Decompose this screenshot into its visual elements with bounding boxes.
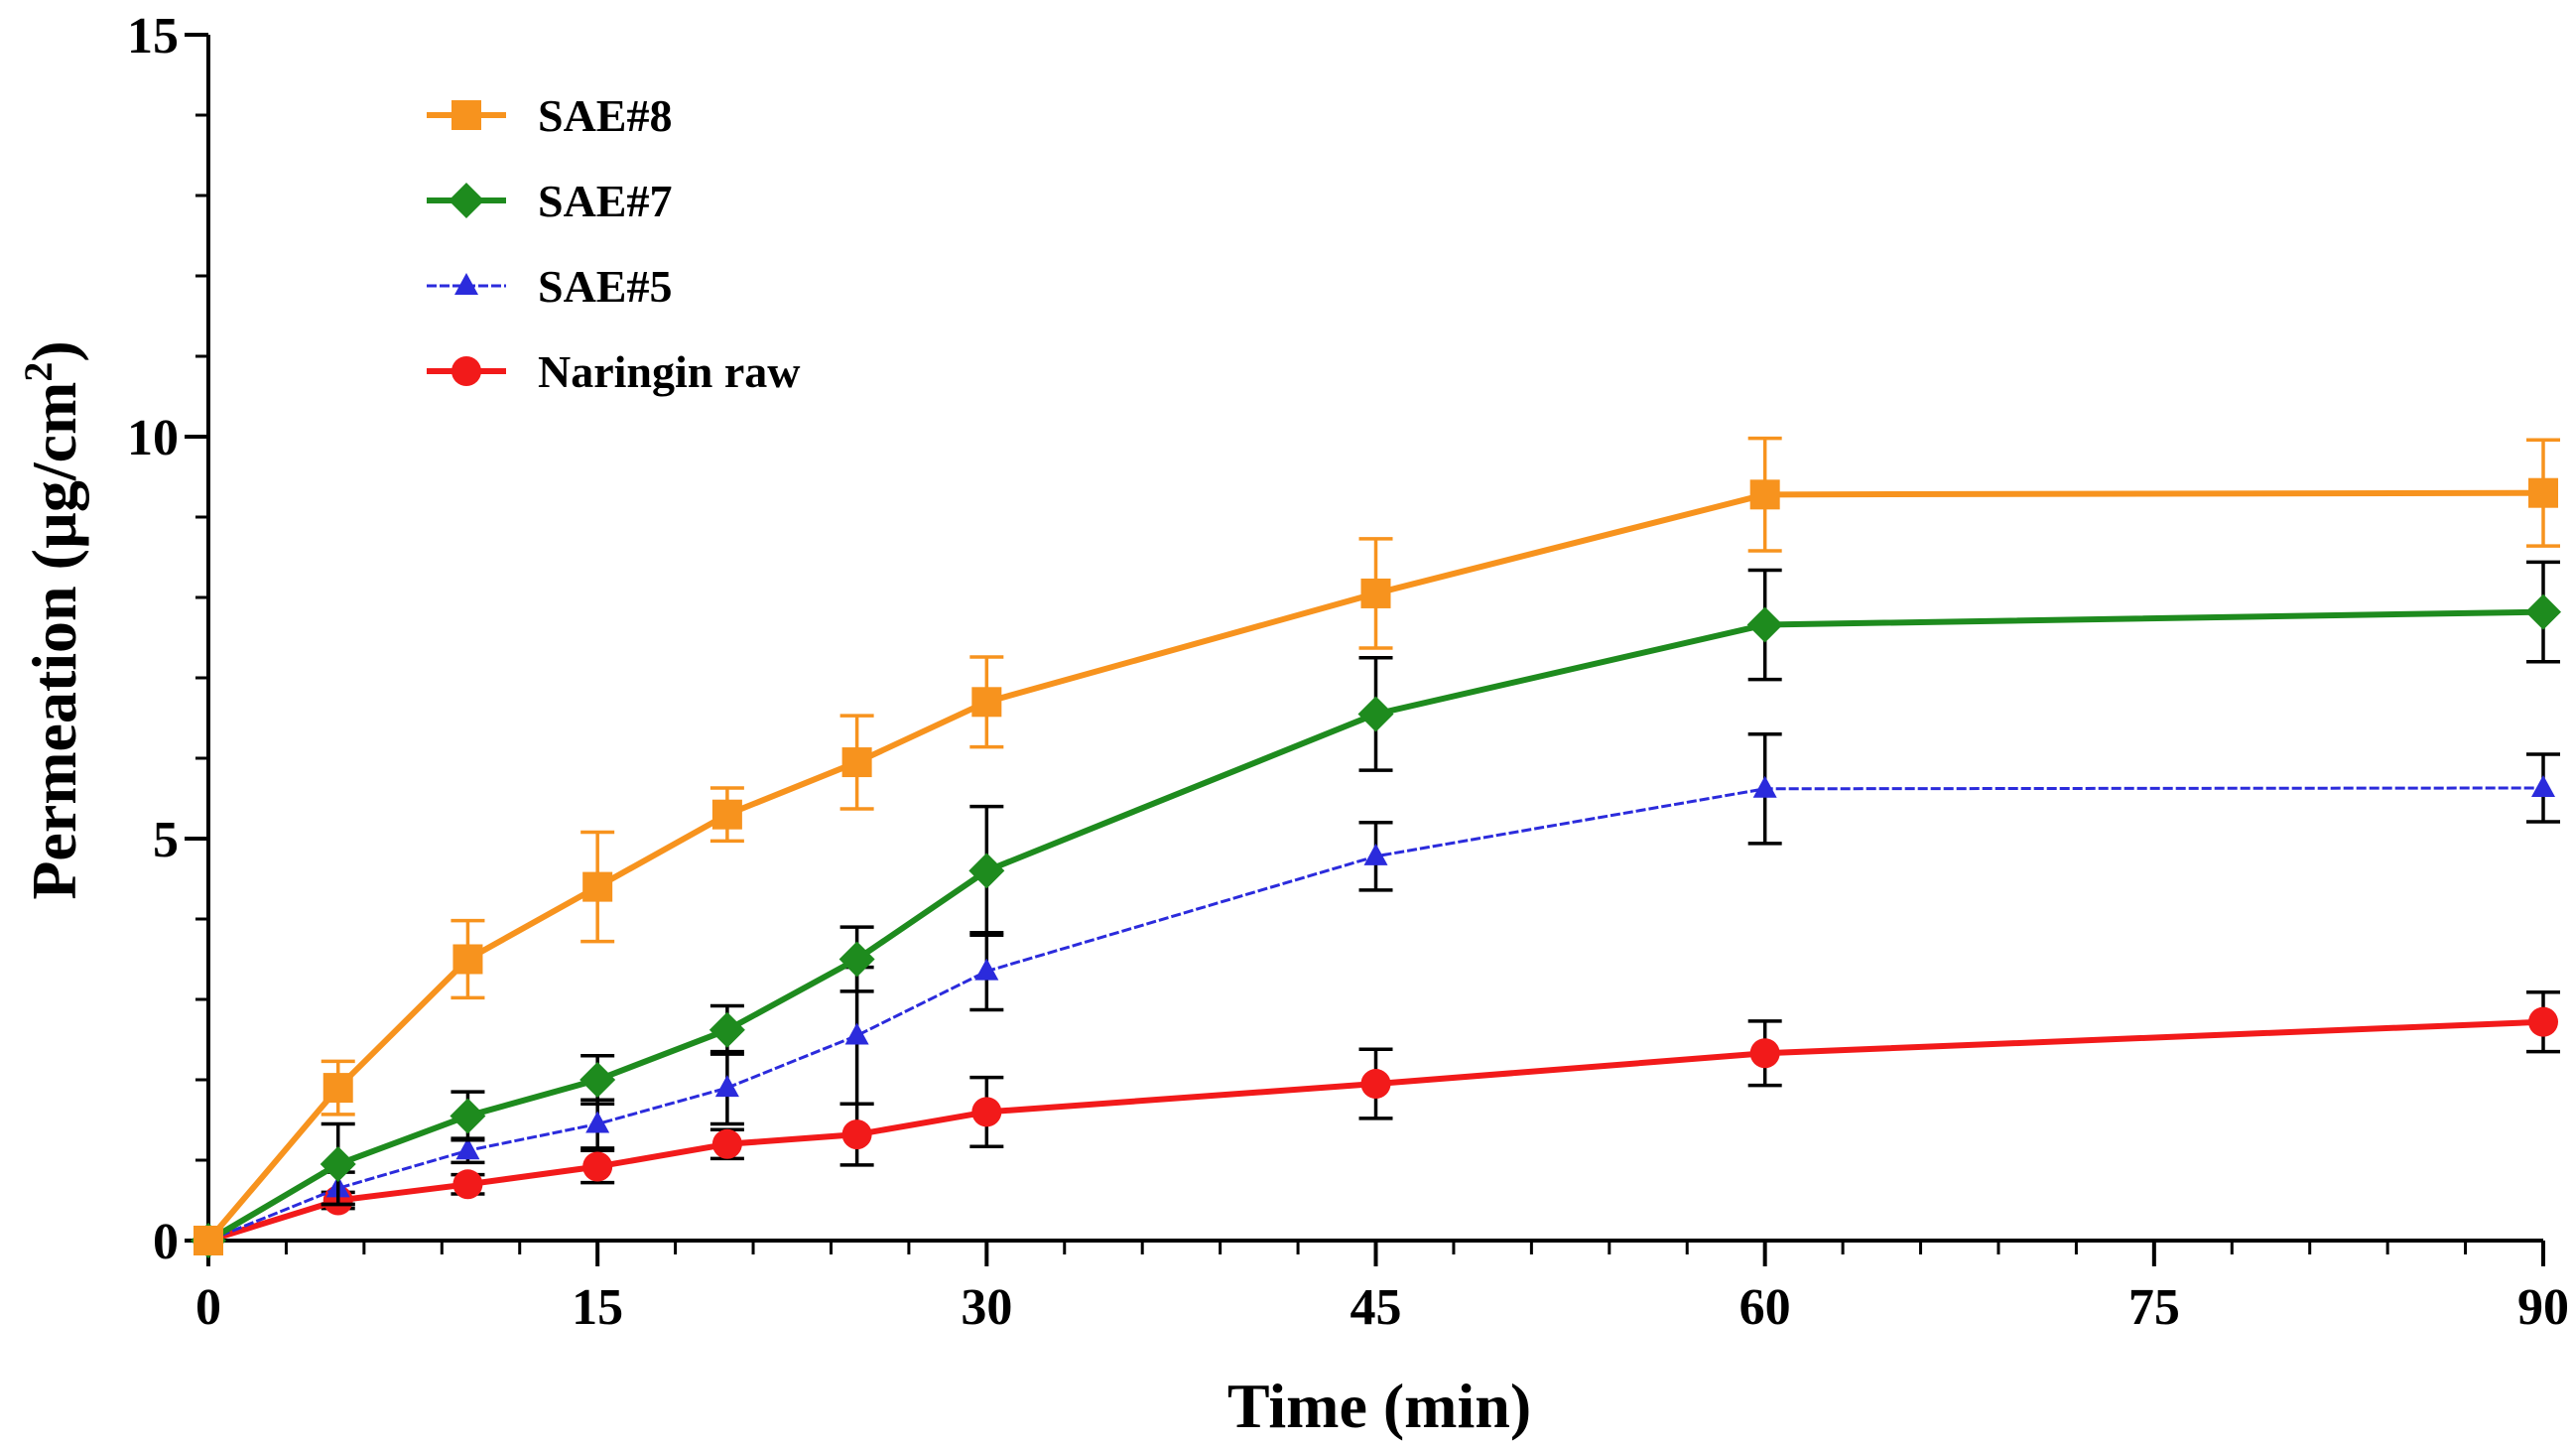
y-tick-label: 5	[153, 812, 179, 868]
sae-7-point	[450, 1098, 486, 1134]
y-tick-label: 0	[153, 1214, 179, 1270]
sae-8-point	[2528, 477, 2558, 508]
y-axis-title-sup: 2	[16, 362, 61, 382]
naringin-raw-point	[582, 1151, 613, 1182]
legend-swatch-marker	[449, 183, 484, 218]
x-tick-label: 15	[572, 1279, 623, 1336]
sae-7-line	[206, 608, 2544, 1244]
x-tick-label: 75	[2128, 1279, 2180, 1336]
legend-label: SAE#8	[538, 90, 672, 141]
sae-7-point	[838, 941, 875, 978]
sae-8-point	[971, 687, 1002, 718]
sae-7-point	[708, 1011, 745, 1048]
sae-5-point	[844, 1022, 869, 1045]
sae-8-point	[322, 1073, 353, 1104]
sae-5-point	[1363, 843, 1388, 865]
legend-item-sae-7: SAE#7	[427, 176, 672, 226]
sae-5-point	[714, 1075, 739, 1098]
y-axis-title-end: )	[19, 340, 89, 361]
sae-7-point	[320, 1146, 356, 1183]
naringin-raw-point	[452, 1169, 483, 1200]
sae-5-point	[455, 1137, 480, 1160]
naringin-raw-point	[971, 1097, 1002, 1127]
series-sae-5	[196, 731, 2560, 1249]
axes: 0 15 30 45 60 75 90 0 5 10 15	[127, 8, 2569, 1336]
sae-7-point	[1357, 696, 1394, 732]
y-axis-title-main: Permeation (µg/cm	[19, 382, 89, 900]
naringin-raw-point	[1360, 1069, 1391, 1100]
sae-8-point	[193, 1226, 223, 1255]
naringin-raw-point	[1749, 1038, 1780, 1069]
sae-8-line	[205, 489, 2544, 1243]
y-tick-label: 15	[127, 8, 179, 65]
naringin-raw-point	[841, 1119, 872, 1150]
sae-7-point	[1746, 606, 1783, 643]
legend-label: SAE#5	[538, 261, 672, 312]
x-tick-label: 60	[1739, 1279, 1791, 1336]
series-sae-8	[193, 436, 2560, 1255]
x-axis-title: Time (min)	[1227, 1371, 1531, 1441]
legend-label: SAE#7	[538, 176, 672, 226]
legend-swatch-marker	[451, 100, 481, 130]
naringin-raw-line	[207, 1018, 2544, 1244]
series-sae-7	[191, 560, 2561, 1258]
sae-8-point	[841, 747, 872, 778]
sae-7-point	[2525, 593, 2561, 630]
legend-swatch-marker	[451, 356, 481, 386]
legend: SAE#8 SAE#7 SAE#5 Naringin raw	[427, 90, 801, 397]
legend-swatch-marker	[454, 273, 478, 295]
sae-7-point	[968, 853, 1005, 889]
x-tick-label: 90	[2517, 1279, 2569, 1336]
naringin-raw-point	[711, 1128, 742, 1159]
sae-8-point	[1749, 479, 1780, 510]
sae-7-point	[580, 1062, 616, 1098]
sae-8-point	[452, 944, 483, 975]
x-tick-label: 30	[961, 1279, 1012, 1336]
legend-item-sae-8: SAE#8	[427, 90, 672, 141]
sae-5-line	[207, 786, 2544, 1243]
sae-5-point	[1752, 775, 1777, 798]
y-tick-label: 10	[127, 410, 179, 466]
series-naringin-raw	[193, 989, 2560, 1255]
sae-5-point	[974, 958, 999, 981]
x-tick-label: 0	[195, 1279, 221, 1336]
legend-label: Naringin raw	[538, 346, 801, 397]
x-tick-label: 45	[1351, 1279, 1402, 1336]
sae-8-point	[582, 871, 613, 902]
naringin-raw-point	[2528, 1006, 2558, 1037]
sae-5-point	[2531, 774, 2555, 797]
legend-item-naringin-raw: Naringin raw	[427, 346, 801, 397]
series-layer	[191, 436, 2561, 1258]
legend-item-sae-5: SAE#5	[427, 261, 672, 312]
sae-5-point	[585, 1111, 610, 1133]
sae-8-point	[711, 799, 742, 830]
sae-8-point	[1360, 578, 1391, 608]
y-axis-title: Permeation (µg/cm2)	[16, 340, 89, 899]
